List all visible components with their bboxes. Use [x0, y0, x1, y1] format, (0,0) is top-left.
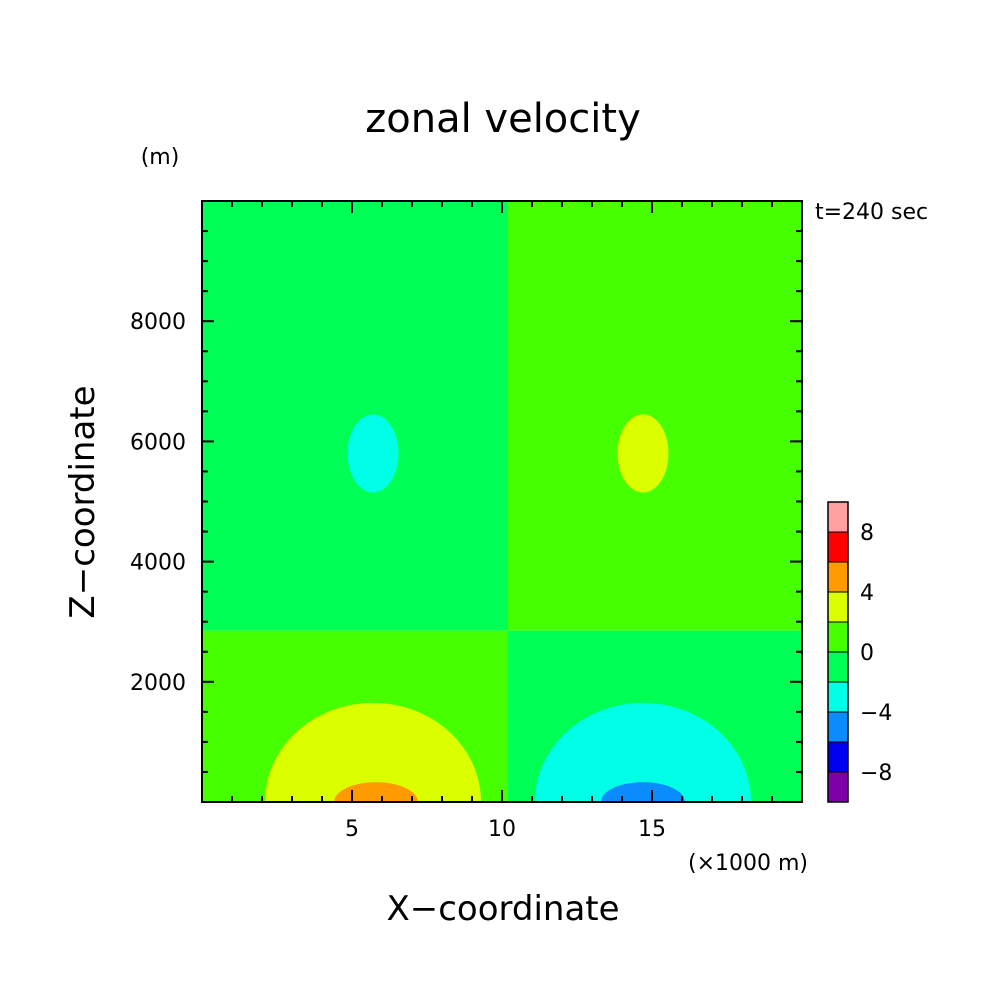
x-tick-label: 10 [488, 817, 516, 842]
colorbar-swatch [827, 711, 849, 743]
colorbar-swatch [827, 621, 849, 653]
axis-ticks: 5 10 15 2000 4000 6000 8000 [130, 201, 802, 842]
colorbar: −8 −4 0 4 8 [827, 501, 892, 803]
y-axis-label: Z−coordinate [63, 385, 103, 618]
y-tick-label: 4000 [130, 551, 186, 576]
colorbar-label: 4 [860, 581, 874, 606]
region-left-low-cell [265, 702, 481, 802]
y-tick-label: 6000 [130, 430, 186, 455]
time-label: t=240 sec [815, 200, 928, 225]
y-tick-label: 8000 [130, 310, 186, 335]
y-unit-label: (m) [141, 145, 180, 170]
colorbar-frame [827, 501, 849, 803]
x-unit-label: (×1000 m) [688, 851, 808, 876]
colorbar-label: 0 [860, 641, 874, 666]
region-upper-right [508, 201, 802, 631]
colorbar-label: −8 [860, 761, 892, 786]
colorbar-label: 8 [860, 521, 874, 546]
y-tick-label: 2000 [130, 671, 186, 696]
colorbar-swatch [827, 651, 849, 683]
colorbar-swatch [827, 591, 849, 623]
region-right-low-cell [535, 702, 751, 802]
colorbar-swatch [827, 741, 849, 773]
colorbar-label: −4 [860, 701, 892, 726]
region-right-upper-cell [617, 414, 669, 493]
colorbar-swatch [827, 531, 849, 563]
colorbar-swatch [827, 771, 849, 803]
x-axis-label: X−coordinate [386, 889, 619, 929]
x-tick-label: 5 [345, 817, 359, 842]
chart-title: zonal velocity [365, 96, 641, 142]
region-left-upper-cell [347, 414, 399, 493]
colorbar-swatch [827, 501, 849, 533]
region-upper-left [202, 201, 508, 631]
x-tick-label: 15 [638, 817, 666, 842]
contour-fills [202, 201, 802, 802]
region-left-core [334, 782, 418, 802]
colorbar-swatch [827, 681, 849, 713]
colorbar-swatch [827, 561, 849, 593]
